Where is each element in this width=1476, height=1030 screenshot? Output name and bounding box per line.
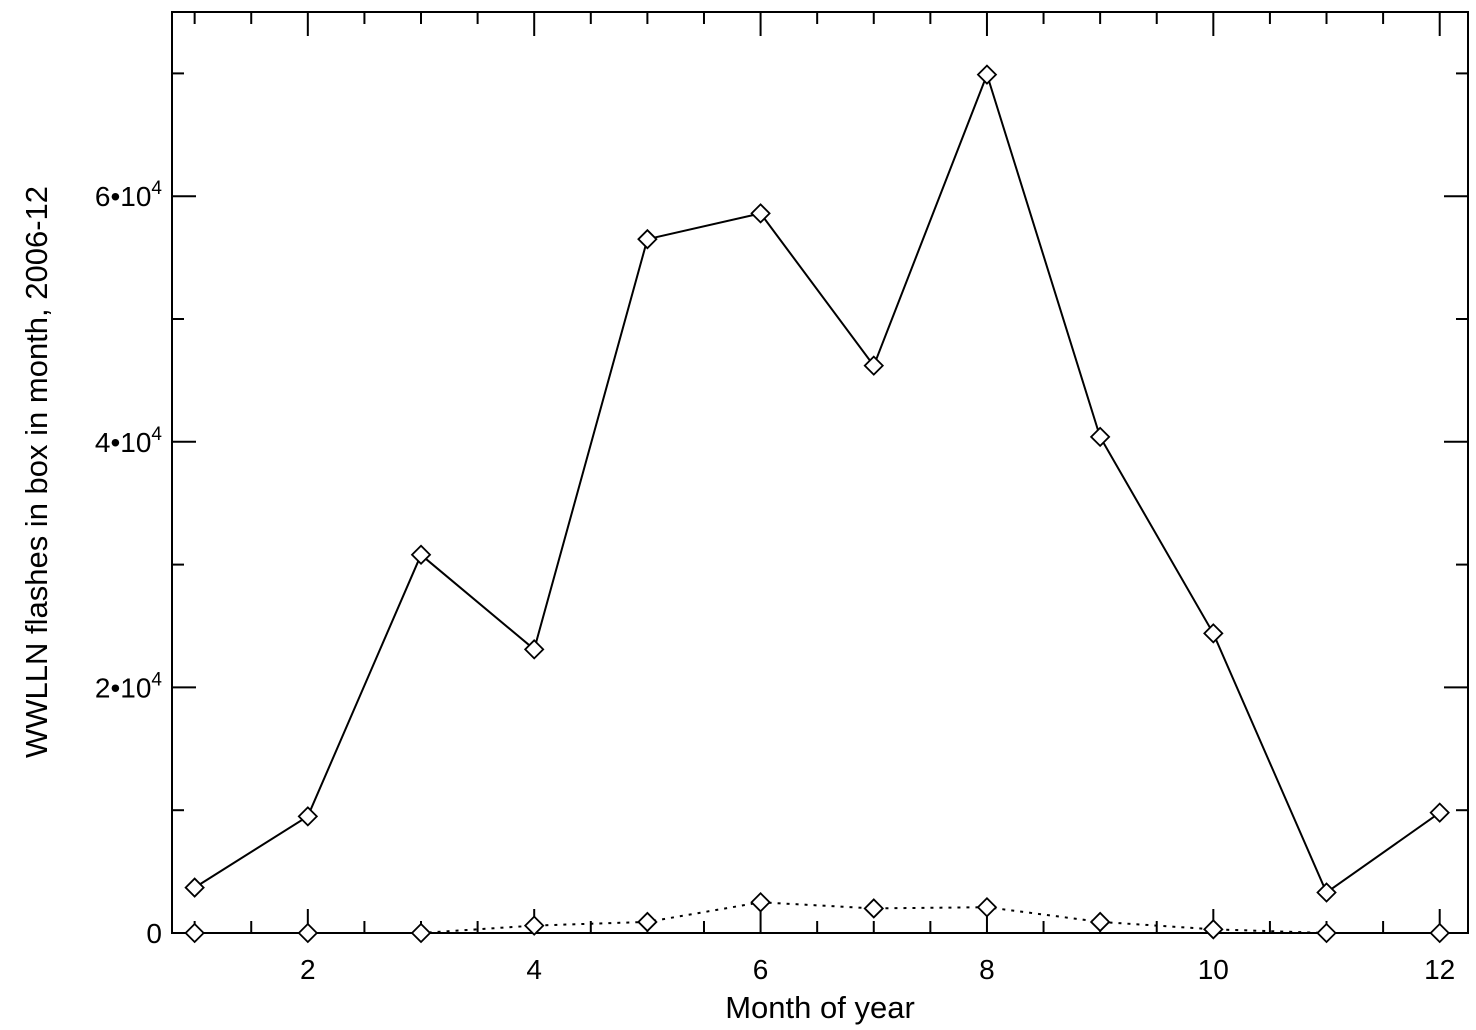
x-tick-label: 6 — [753, 954, 769, 985]
series-2-point — [1089, 911, 1111, 933]
series-1-point — [863, 355, 885, 376]
series-2-point — [523, 915, 545, 936]
series-layer — [184, 64, 1450, 944]
y-axis-title: WWLLN flashes in box in month, 2006-12 — [19, 186, 54, 758]
y-tick-label: 4•104 — [95, 424, 163, 458]
series-2-point — [184, 922, 205, 944]
series-1-point — [976, 64, 998, 85]
series-1-point — [1203, 623, 1224, 644]
y-tick-label: 2•104 — [95, 669, 163, 703]
series-2-point — [750, 892, 771, 913]
series-2-point — [1429, 922, 1450, 944]
axis-tick-labels: 2 4 6 8 10 12 0 2•104 4•104 6•104 — [95, 178, 1455, 985]
series-2-point — [637, 911, 658, 933]
y-tick-label: 6•104 — [95, 178, 163, 212]
series-1-point — [750, 203, 771, 224]
series-2-point — [410, 922, 432, 944]
x-tick-label: 2 — [300, 954, 316, 985]
series-1-point — [297, 806, 319, 827]
series-2-point — [1203, 919, 1224, 940]
x-tick-label: 12 — [1424, 954, 1455, 985]
x-tick-label: 4 — [526, 954, 542, 985]
series-1-point — [523, 639, 545, 660]
x-tick-label: 10 — [1198, 954, 1229, 985]
series-2-point — [863, 898, 885, 919]
series-1-line — [194, 71, 1441, 895]
series-1-point — [637, 228, 658, 250]
series-1 — [184, 64, 1450, 903]
series-1-point — [1089, 426, 1111, 448]
y-tick-label: 0 — [146, 918, 162, 949]
series-2-point — [297, 922, 319, 944]
series-1-point — [184, 877, 205, 898]
x-tick-label: 8 — [979, 954, 995, 985]
x-axis-title: Month of year — [725, 990, 915, 1025]
series-2 — [184, 892, 1450, 944]
series-1-point — [1316, 882, 1337, 903]
axis-ticks — [172, 12, 1468, 934]
plot-frame — [171, 11, 1469, 934]
series-1-point — [1429, 802, 1450, 823]
series-2-point — [1316, 922, 1337, 944]
series-1-point — [410, 544, 432, 566]
series-2-point — [976, 896, 998, 918]
series-2-line — [194, 901, 1440, 934]
